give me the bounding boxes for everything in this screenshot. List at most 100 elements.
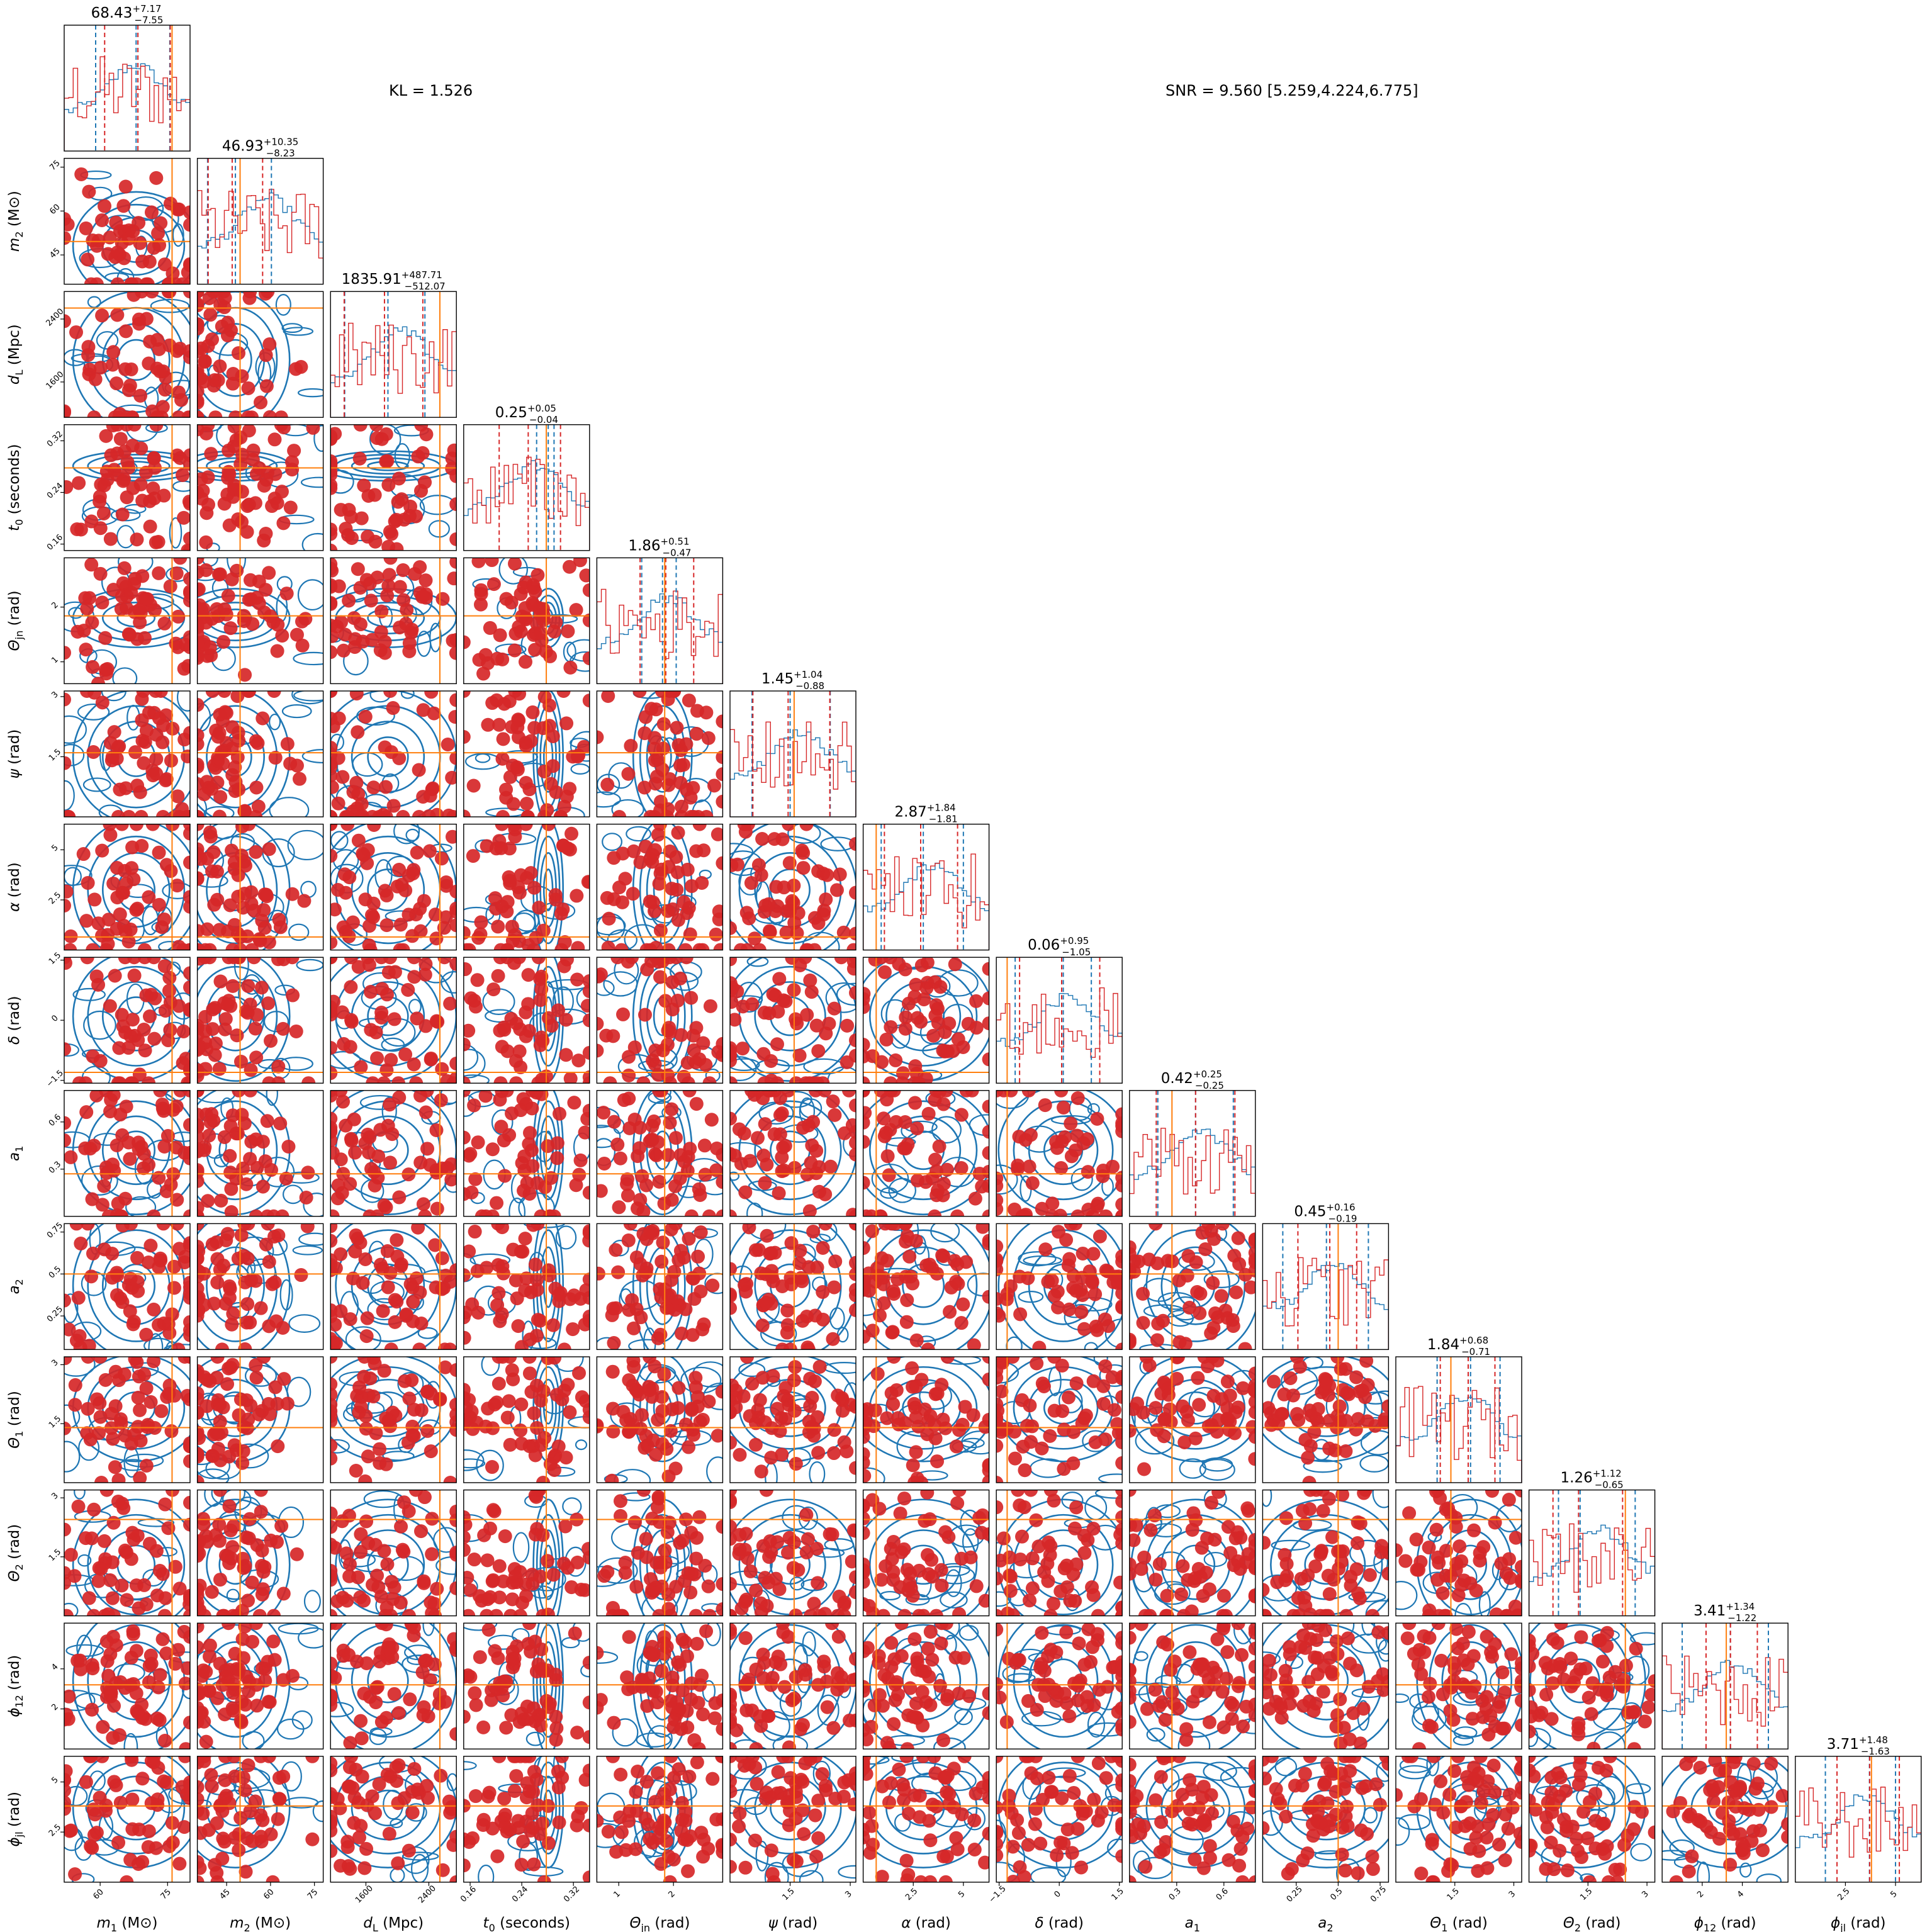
sample-point bbox=[893, 1506, 907, 1520]
sample-point bbox=[625, 957, 639, 965]
sample-point bbox=[492, 1559, 507, 1573]
sample-point bbox=[1293, 1359, 1307, 1374]
sample-point bbox=[126, 1317, 140, 1332]
reference-contour bbox=[226, 1588, 240, 1603]
panel-frame bbox=[196, 1356, 324, 1483]
sample-point bbox=[607, 1115, 621, 1129]
sample-point bbox=[250, 1160, 264, 1175]
sample-point bbox=[410, 1011, 424, 1026]
sample-point bbox=[663, 1609, 678, 1616]
sample-point bbox=[243, 573, 257, 587]
sample-point bbox=[687, 1567, 702, 1581]
sample-point bbox=[527, 1406, 541, 1420]
panel-10-0 bbox=[64, 1356, 191, 1483]
sample-point bbox=[654, 1390, 669, 1404]
sample-point bbox=[637, 726, 652, 741]
sample-point bbox=[210, 1371, 224, 1385]
sample-point bbox=[214, 1193, 228, 1208]
reference-histogram bbox=[996, 992, 1123, 1084]
sample-point bbox=[340, 824, 355, 831]
reference-contour bbox=[512, 1532, 530, 1563]
sample-point bbox=[64, 1293, 71, 1308]
sample-point bbox=[123, 378, 137, 393]
sample-point bbox=[663, 1115, 677, 1130]
sample-point bbox=[162, 984, 176, 998]
sample-point bbox=[409, 1076, 424, 1084]
sample-point bbox=[639, 1532, 653, 1546]
sample-point bbox=[978, 1593, 989, 1608]
sample-point bbox=[386, 701, 400, 716]
sample-point bbox=[103, 736, 118, 750]
sample-point bbox=[781, 1090, 795, 1098]
sample-point bbox=[683, 1585, 698, 1600]
sample-point bbox=[344, 980, 358, 994]
reference-contour bbox=[475, 753, 491, 763]
sample-point bbox=[637, 1441, 652, 1455]
sample-point bbox=[1038, 1242, 1053, 1257]
sample-point bbox=[226, 1306, 240, 1321]
sample-point bbox=[132, 1369, 146, 1384]
panel-frame bbox=[330, 823, 457, 951]
sample-point bbox=[520, 797, 534, 811]
sample-point bbox=[541, 1263, 556, 1278]
sample-point bbox=[1041, 1274, 1055, 1289]
sample-point bbox=[827, 1001, 841, 1016]
sample-point bbox=[1291, 1413, 1306, 1427]
sample-point bbox=[755, 832, 770, 846]
sample-point bbox=[271, 617, 285, 632]
sample-point bbox=[667, 1264, 682, 1279]
sample-point bbox=[898, 1223, 913, 1231]
sample-point bbox=[716, 1577, 723, 1592]
sample-point bbox=[89, 969, 104, 984]
sample-point bbox=[463, 809, 471, 817]
sample-point bbox=[1318, 1376, 1333, 1390]
sample-point bbox=[241, 381, 256, 395]
sample-point bbox=[330, 543, 338, 551]
sample-point bbox=[134, 441, 149, 456]
sample-point bbox=[220, 1227, 235, 1241]
reference-contour bbox=[730, 1058, 760, 1071]
sample-point bbox=[621, 1188, 635, 1203]
sample-point bbox=[183, 344, 190, 358]
panel-11-1 bbox=[196, 1489, 324, 1617]
sample-point bbox=[235, 515, 249, 529]
sample-point bbox=[1015, 1393, 1030, 1407]
sample-point bbox=[578, 1583, 590, 1597]
diag-title-8: 0.42+0.25 −0.25 bbox=[1161, 1069, 1224, 1091]
sample-point bbox=[156, 810, 171, 817]
panel-frame bbox=[64, 157, 191, 285]
reference-contour bbox=[787, 824, 821, 844]
sample-point bbox=[361, 1388, 376, 1403]
sample-point bbox=[238, 1275, 252, 1289]
sample-point bbox=[270, 644, 284, 658]
sample-point bbox=[1177, 1435, 1192, 1449]
sample-point bbox=[645, 1119, 660, 1133]
sample-point bbox=[491, 1357, 506, 1364]
sample-point bbox=[1220, 1401, 1235, 1415]
sample-point bbox=[449, 693, 457, 707]
sample-point bbox=[92, 1426, 106, 1441]
reference-contour bbox=[164, 1344, 190, 1350]
sample-point bbox=[863, 1280, 870, 1295]
sample-point bbox=[952, 1423, 966, 1437]
sample-point bbox=[582, 875, 590, 889]
sample-point bbox=[491, 919, 505, 934]
sample-point bbox=[716, 1520, 723, 1534]
sample-point bbox=[183, 1454, 190, 1468]
sample-point bbox=[730, 1435, 737, 1450]
reference-contour bbox=[836, 982, 856, 1006]
sample-point bbox=[796, 861, 811, 875]
sample-point bbox=[175, 277, 189, 284]
sample-point bbox=[1069, 1500, 1084, 1515]
sample-point bbox=[1248, 1452, 1255, 1466]
sample-point bbox=[849, 837, 856, 851]
reference-contour bbox=[789, 1576, 805, 1591]
sample-point bbox=[245, 410, 259, 418]
sample-point bbox=[495, 824, 509, 831]
sample-point bbox=[784, 1236, 799, 1250]
sample-point bbox=[1303, 1403, 1317, 1418]
sample-point bbox=[807, 1597, 821, 1611]
sample-point bbox=[537, 1430, 552, 1445]
sample-point bbox=[205, 1585, 219, 1599]
panel-frame bbox=[596, 1489, 724, 1617]
